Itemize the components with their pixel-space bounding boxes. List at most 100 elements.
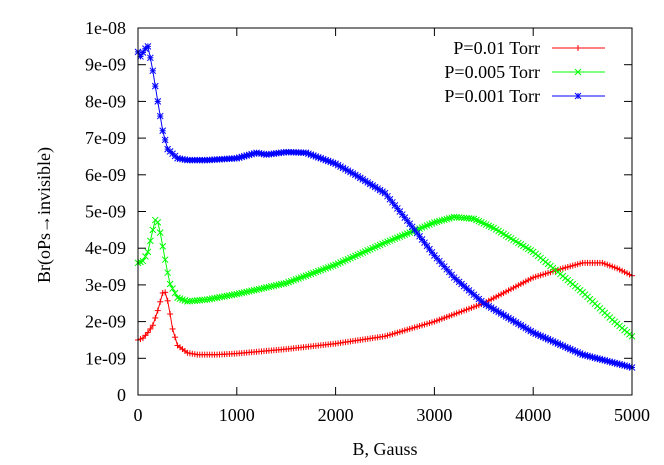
series-2-point-126-d2 <box>445 215 453 222</box>
series-2-point-3-d2 <box>142 253 149 260</box>
y-tick-label-7: 7e-09 <box>85 128 126 148</box>
legend-item-1: P=0.01 Torr <box>453 38 605 58</box>
series-3-point-91-d2 <box>359 176 367 183</box>
series-3-point-84-d2 <box>342 165 349 173</box>
series-3-point-174-d2 <box>564 344 572 352</box>
series-2-point-121 <box>433 218 441 226</box>
series-2-point-6 <box>149 226 157 234</box>
series-2-point-48 <box>253 286 260 294</box>
series-2-point-123-d2 <box>438 217 446 224</box>
y-tick-label-1: 1e-09 <box>85 348 126 368</box>
series-3-point-167-d2 <box>547 336 554 344</box>
series-2-point-153-d2 <box>512 238 520 245</box>
series-3-point-166-d2 <box>544 335 552 343</box>
y-tick-label-3: 3e-09 <box>85 275 126 295</box>
series-3-point-97-d2 <box>374 185 381 192</box>
series-2-point-20-d2 <box>184 298 191 305</box>
series-3-point-159-d2 <box>527 327 535 335</box>
series-3-point-11-d2 <box>161 136 169 144</box>
series-2-point-42 <box>238 289 246 297</box>
series-2-point-59-d2 <box>280 280 288 287</box>
series-3-point-147-d2 <box>497 310 505 317</box>
series-3-point-140-d2 <box>480 299 488 307</box>
series-2-point-56-d2 <box>272 281 280 289</box>
series-3-point-4 <box>144 42 152 50</box>
series-3-point-158-d2 <box>524 326 532 334</box>
series-2-point-9 <box>156 229 164 236</box>
series-2-point-146-d2 <box>495 227 502 235</box>
series-3-point-144-d2 <box>490 305 498 313</box>
series-3-point-179-d2 <box>576 350 584 357</box>
y-axis-label: Br(oPs→invisible) <box>34 147 55 283</box>
series-1-point-7 <box>152 314 159 321</box>
series-2-point-135 <box>468 215 475 222</box>
series-1-point-8 <box>154 307 161 314</box>
series-2-point-126 <box>445 215 453 222</box>
series-2-point-12-d2 <box>164 269 171 277</box>
series-3-point-148-d2 <box>500 311 507 319</box>
series-2-point-122-d2 <box>435 217 443 225</box>
series-3-point-93-d2 <box>364 179 372 186</box>
series-2-point-9-d2 <box>156 229 164 236</box>
series-2-point-148-d2 <box>500 230 507 238</box>
legend-marker-2-d2 <box>574 68 582 76</box>
series-2-point-140-d2 <box>480 220 488 227</box>
series-3-point-8-d2 <box>154 98 162 105</box>
legend-item-2: P=0.005 Torr <box>444 62 605 82</box>
series-2-point-138-d2 <box>475 217 483 225</box>
series-3-point-6-d2 <box>149 67 157 75</box>
series-3-point-168-d2 <box>549 338 557 345</box>
series-3-point-92-d2 <box>361 177 369 185</box>
series-3-point-11 <box>161 136 169 144</box>
y-tick-label-4: 4e-09 <box>85 238 126 258</box>
series-2-point-26-d2 <box>198 296 206 304</box>
series-2-point-49 <box>255 285 263 293</box>
series-2-point-4-d2 <box>144 248 152 256</box>
series-2-point-52 <box>263 284 270 291</box>
series-2-point-156-d2 <box>519 242 527 250</box>
series-2-point-36-d2 <box>223 292 231 300</box>
series-2-point-27-d2 <box>201 296 209 304</box>
series-3-point-148 <box>500 311 507 319</box>
series-2-point-16-d2 <box>174 294 181 302</box>
series-3-point-151-d2 <box>507 316 515 323</box>
series-2-point-142-d2 <box>485 222 493 230</box>
series-2-point-17-d2 <box>176 295 184 303</box>
series-2-point-143-d2 <box>487 223 495 231</box>
series-2-point-144-d2 <box>490 224 498 232</box>
series-2-point-40-d2 <box>233 290 241 298</box>
series-2-point-149-d2 <box>502 232 510 239</box>
series-2-point-31-d2 <box>211 294 218 302</box>
series-3-point-6 <box>149 67 157 75</box>
series-2-point-55-d2 <box>270 282 278 290</box>
x-tick-label-4: 4000 <box>515 405 551 425</box>
series-2-point-2 <box>139 257 147 265</box>
series-2-point-58-d2 <box>277 280 285 288</box>
y-tick-label-2: 2e-09 <box>85 312 126 332</box>
series-3-point-150-d2 <box>505 314 512 322</box>
series-2-point-58 <box>277 280 285 288</box>
legend-item-3: P=0.001 Torr <box>444 86 605 106</box>
series-3-point-10 <box>159 127 167 135</box>
series-2-point-23-d2 <box>191 297 199 305</box>
series-2-point-45-d2 <box>245 287 253 295</box>
series-2-point-121-d2 <box>433 218 441 226</box>
series-3-point-172-d2 <box>559 342 567 350</box>
series-3-point-143-d2 <box>487 304 495 312</box>
series-2-point-52-d2 <box>263 284 270 291</box>
series-3-point-145-d2 <box>492 307 500 314</box>
series-3-point-152-d2 <box>510 317 517 325</box>
series-2-point-40 <box>233 290 241 298</box>
series-2-point-34-d2 <box>218 293 226 301</box>
series-3-point-117-d2 <box>423 242 431 250</box>
series-2-point-159-d2 <box>527 247 535 254</box>
y-tick-label-6: 6e-09 <box>85 165 126 185</box>
series-2-point-38-d2 <box>228 291 236 299</box>
series-2-point-44-d2 <box>243 288 251 296</box>
series-2-point-33-d2 <box>216 293 223 301</box>
series-3-point-173-d2 <box>561 343 569 351</box>
series-3-point-5-d2 <box>146 54 154 62</box>
series-3-point-177-d2 <box>571 347 579 355</box>
series-2-point-15-d2 <box>171 289 179 297</box>
